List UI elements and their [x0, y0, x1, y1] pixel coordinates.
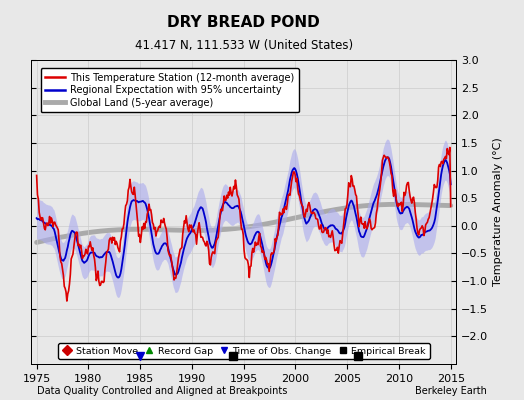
Y-axis label: Temperature Anomaly (°C): Temperature Anomaly (°C) — [494, 138, 504, 286]
Text: Data Quality Controlled and Aligned at Breakpoints: Data Quality Controlled and Aligned at B… — [37, 386, 287, 396]
Text: 41.417 N, 111.533 W (United States): 41.417 N, 111.533 W (United States) — [135, 40, 353, 52]
Text: DRY BREAD POND: DRY BREAD POND — [167, 14, 320, 30]
Text: Berkeley Earth: Berkeley Earth — [416, 386, 487, 396]
Legend: Station Move, Record Gap, Time of Obs. Change, Empirical Break: Station Move, Record Gap, Time of Obs. C… — [58, 343, 430, 359]
